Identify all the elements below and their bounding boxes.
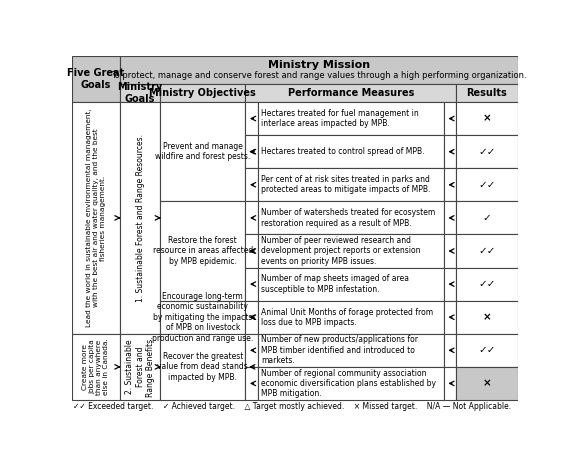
Bar [457, 367, 518, 400]
Bar [246, 367, 258, 400]
Text: 2. Sustainable
Forest and
Range Benefits.: 2. Sustainable Forest and Range Benefits… [125, 337, 155, 397]
Bar [258, 234, 444, 267]
Text: ✓✓: ✓✓ [478, 345, 496, 355]
Bar [72, 102, 120, 334]
Bar [258, 168, 444, 201]
Bar [120, 56, 518, 84]
Bar [457, 301, 518, 334]
Text: Hectares treated for fuel management in
interlace areas impacted by MPB.: Hectares treated for fuel management in … [261, 109, 419, 128]
Text: Ministry Objectives: Ministry Objectives [150, 88, 256, 98]
Bar [246, 84, 457, 102]
Bar [246, 135, 258, 168]
Bar [444, 102, 457, 135]
Text: Results: Results [466, 88, 507, 98]
Bar [246, 301, 258, 334]
Text: ×: × [482, 379, 491, 388]
Text: ✓: ✓ [482, 213, 491, 223]
Bar [444, 168, 457, 201]
Text: Ministry Mission: Ministry Mission [267, 60, 370, 70]
Bar [457, 334, 518, 367]
Text: Recover the greatest
value from dead stands
impacted by MPB.: Recover the greatest value from dead sta… [158, 352, 248, 382]
Text: ×: × [482, 113, 491, 124]
Bar [457, 201, 518, 234]
Text: ×: × [482, 312, 491, 322]
Bar [160, 102, 246, 201]
Text: Per cent of at risk sites treated in parks and
protected areas to mitigate impac: Per cent of at risk sites treated in par… [261, 175, 430, 194]
Bar [444, 135, 457, 168]
Bar [258, 301, 444, 334]
Bar [444, 367, 457, 400]
Bar [444, 267, 457, 301]
Bar [120, 84, 160, 102]
Bar [444, 301, 457, 334]
Text: Restore the forest
resource in areas affected
by MPB epidemic.: Restore the forest resource in areas aff… [153, 236, 253, 266]
Bar [444, 334, 457, 367]
Bar [72, 334, 120, 400]
Text: Five Great
Goals: Five Great Goals [67, 68, 124, 90]
Bar [258, 334, 444, 367]
Bar [246, 201, 258, 234]
Bar [246, 234, 258, 267]
Text: ✓✓: ✓✓ [478, 180, 496, 190]
Bar [120, 334, 160, 400]
Bar [246, 168, 258, 201]
Text: Create more
jobs per capita
than anywhere
else in Canada.: Create more jobs per capita than anywher… [82, 339, 109, 395]
Bar [160, 201, 246, 301]
Text: ✓✓: ✓✓ [478, 279, 496, 289]
Bar [457, 102, 518, 135]
Text: Number of map sheets imaged of area
susceptible to MPB infestation.: Number of map sheets imaged of area susc… [261, 274, 409, 294]
Text: Prevent and manage
wildfire and forest pests.: Prevent and manage wildfire and forest p… [155, 142, 251, 161]
Text: Ministry
Goals: Ministry Goals [117, 82, 163, 104]
Bar [160, 301, 246, 334]
Bar [258, 367, 444, 400]
Text: Lead the world in sustainable environmental management,
with the best air and wa: Lead the world in sustainable environmen… [86, 108, 106, 327]
Bar [457, 84, 518, 102]
Text: Number of watersheds treated for ecosystem
restoration required as a result of M: Number of watersheds treated for ecosyst… [261, 208, 435, 227]
Bar [160, 84, 246, 102]
Bar [246, 334, 258, 367]
Text: Animal Unit Months of forage protected from
loss due to MPB impacts.: Animal Unit Months of forage protected f… [261, 307, 433, 327]
Text: Number of peer reviewed research and
development project reports or extension
ev: Number of peer reviewed research and dev… [261, 236, 420, 266]
Bar [258, 267, 444, 301]
Bar [258, 135, 444, 168]
Bar [444, 234, 457, 267]
Bar [457, 135, 518, 168]
Text: Number of regional community association
economic diversification plans establis: Number of regional community association… [261, 369, 436, 399]
Text: Performance Measures: Performance Measures [288, 88, 414, 98]
Bar [457, 234, 518, 267]
Text: ✓✓: ✓✓ [478, 246, 496, 256]
Bar [444, 201, 457, 234]
Text: ✓✓: ✓✓ [478, 146, 496, 157]
Bar [457, 267, 518, 301]
Text: Encourage long-term
economic sustainability
by mitigating the impacts
of MPB on : Encourage long-term economic sustainabil… [152, 292, 254, 343]
Bar [246, 102, 258, 135]
Text: 1. Sustainable Forest and Range Resources.: 1. Sustainable Forest and Range Resource… [136, 134, 144, 302]
Bar [72, 56, 120, 102]
Bar [258, 201, 444, 234]
Text: ✓✓ Exceeded target.    ✓ Achieved target.    △ Target mostly achieved.    × Miss: ✓✓ Exceeded target. ✓ Achieved target. △… [74, 402, 512, 412]
Bar [457, 168, 518, 201]
Bar [120, 102, 160, 334]
Text: Number of new products/applications for
MPB timber identified and introduced to
: Number of new products/applications for … [261, 335, 418, 365]
Bar [160, 334, 246, 400]
Bar [246, 267, 258, 301]
Bar [258, 102, 444, 135]
Text: Hectares treated to control spread of MPB.: Hectares treated to control spread of MP… [261, 147, 424, 156]
Text: To protect, manage and conserve forest and range values through a high performin: To protect, manage and conserve forest a… [111, 71, 527, 80]
